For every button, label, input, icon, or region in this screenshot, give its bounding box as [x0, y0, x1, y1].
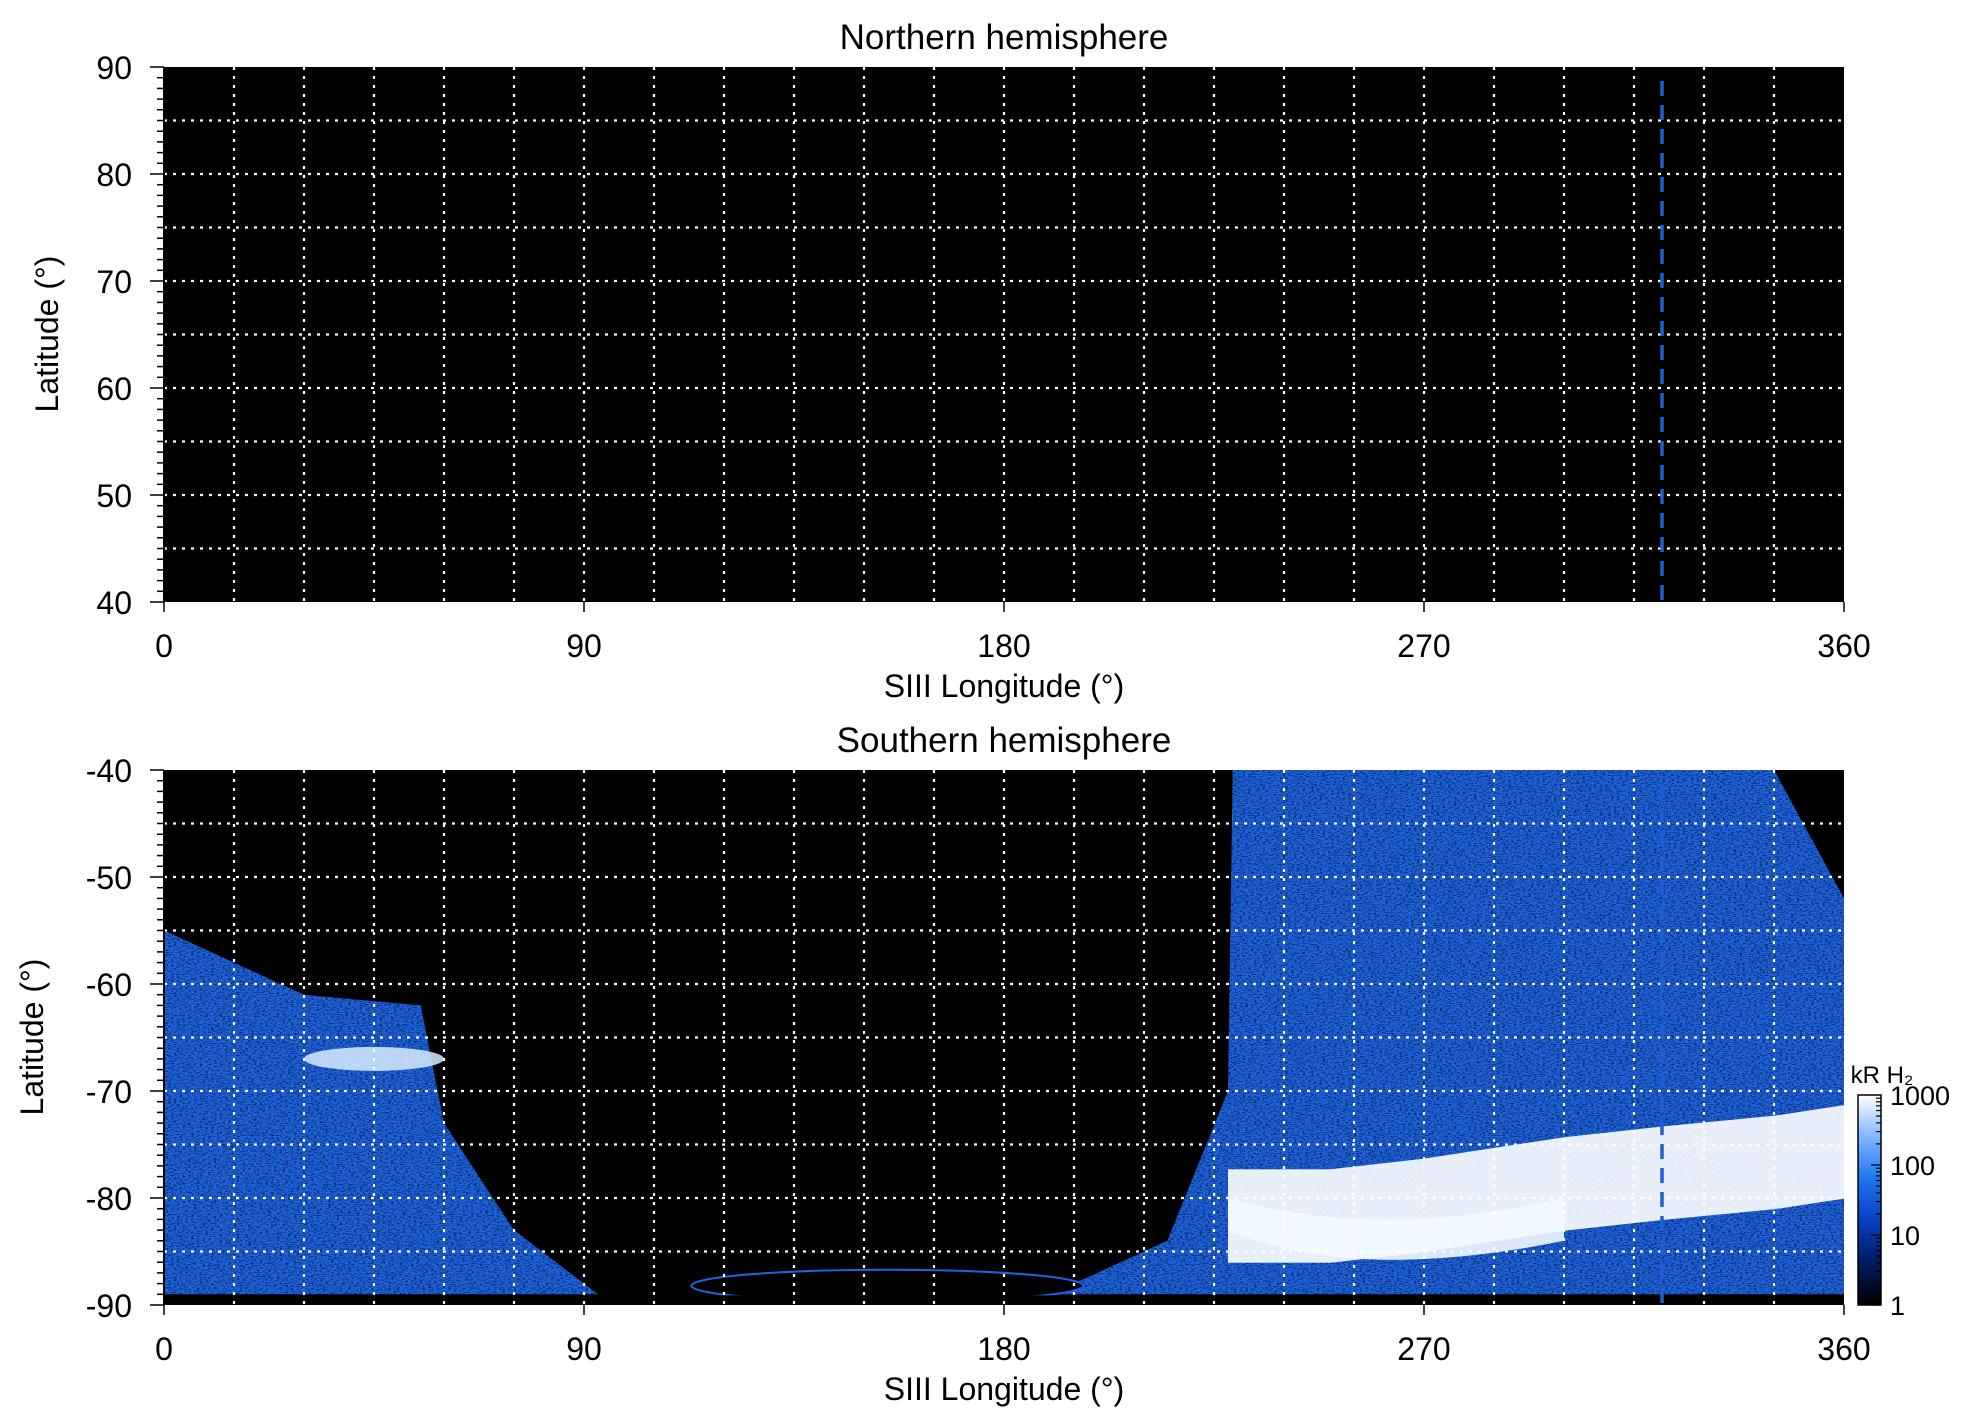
south-panel: Southern hemisphere -90 -80 -70 -60 -50 -40 0 9… — [14, 721, 1871, 1407]
y-tick-label: 80 — [96, 157, 132, 193]
x-tick-label: 0 — [155, 1331, 173, 1367]
colorbar: kR H₂ 1 10 100 1000 — [1851, 1062, 1950, 1321]
north-grid — [164, 67, 1844, 602]
y-tick-label: -90 — [86, 1288, 132, 1324]
x-tick-label: 360 — [1817, 628, 1870, 664]
colorbar-tick-label: 100 — [1890, 1151, 1935, 1181]
y-tick-label: 40 — [96, 585, 132, 621]
bright-oval-lower — [1228, 1198, 1564, 1260]
colorbar-tick-label: 1000 — [1890, 1081, 1950, 1111]
south-x-axis-label: SIII Longitude (°) — [884, 1371, 1124, 1407]
x-tick-label: 270 — [1397, 1331, 1450, 1367]
colorbar-tick-label: 1 — [1890, 1291, 1905, 1321]
north-panel: Northern hemisphere 40 50 60 70 80 90 0 90 180 27… — [29, 18, 1871, 704]
y-tick-label: 70 — [96, 264, 132, 300]
north-title: Northern hemisphere — [840, 18, 1169, 57]
south-y-axis-label: Latitude (°) — [14, 959, 50, 1116]
y-tick-label: 50 — [96, 478, 132, 514]
pole-band — [164, 1295, 1844, 1305]
south-emission-map — [164, 770, 1844, 1305]
y-tick-label: 90 — [96, 50, 132, 86]
x-tick-label: 90 — [566, 1331, 602, 1367]
north-x-axis-label: SIII Longitude (°) — [884, 668, 1124, 704]
south-title: Southern hemisphere — [837, 721, 1172, 760]
y-tick-label: -40 — [86, 753, 132, 789]
north-axes: 40 50 60 70 80 90 0 90 180 270 360 — [96, 50, 1870, 664]
south-axes: -90 -80 -70 -60 -50 -40 0 90 180 270 360 — [86, 753, 1871, 1367]
y-tick-label: -70 — [86, 1074, 132, 1110]
x-tick-label: 270 — [1397, 628, 1450, 664]
y-tick-label: -60 — [86, 967, 132, 1003]
y-tick-label: -80 — [86, 1181, 132, 1217]
x-tick-label: 360 — [1817, 1331, 1870, 1367]
north-y-axis-label: Latitude (°) — [29, 256, 65, 413]
x-tick-label: 180 — [977, 628, 1030, 664]
emission-noise-west — [164, 930, 598, 1295]
south-grid — [164, 770, 1844, 1305]
colorbar-label: kR H₂ — [1851, 1062, 1914, 1089]
x-tick-label: 90 — [566, 628, 602, 664]
x-tick-label: 0 — [155, 628, 173, 664]
colorbar-ticks: 1 10 100 1000 — [1871, 1081, 1950, 1321]
y-tick-label: -50 — [86, 860, 132, 896]
colorbar-gradient — [1857, 1094, 1882, 1306]
y-tick-label: 60 — [96, 371, 132, 407]
x-tick-label: 180 — [977, 1331, 1030, 1367]
colorbar-tick-label: 10 — [1890, 1221, 1920, 1251]
